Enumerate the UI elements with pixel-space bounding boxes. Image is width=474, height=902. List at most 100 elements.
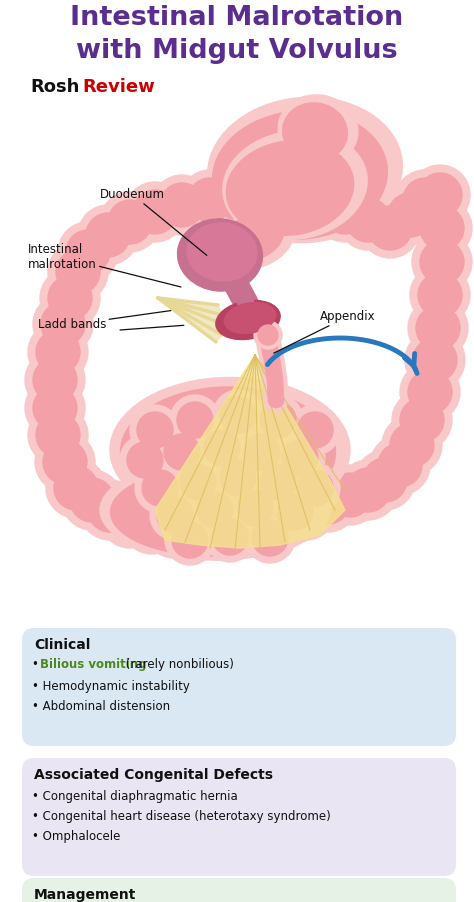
Text: •: • [32, 658, 43, 671]
Circle shape [86, 213, 130, 257]
Circle shape [252, 520, 288, 556]
Circle shape [166, 500, 226, 560]
Circle shape [395, 170, 455, 230]
Ellipse shape [283, 103, 347, 161]
Circle shape [108, 200, 152, 244]
Text: • Abdominal distension: • Abdominal distension [32, 700, 170, 713]
Circle shape [400, 398, 444, 442]
Circle shape [218, 506, 262, 550]
Circle shape [133, 190, 177, 234]
Circle shape [172, 522, 208, 558]
Text: Review: Review [82, 78, 155, 96]
Text: with Midgut Volvulus: with Midgut Volvulus [76, 38, 398, 64]
Circle shape [160, 183, 204, 227]
Circle shape [262, 496, 306, 540]
Circle shape [28, 322, 88, 382]
Circle shape [288, 175, 348, 235]
Circle shape [165, 515, 215, 565]
Circle shape [197, 423, 247, 473]
Circle shape [360, 198, 420, 258]
Circle shape [390, 423, 434, 467]
Ellipse shape [208, 97, 402, 243]
Circle shape [368, 206, 412, 250]
Circle shape [418, 273, 462, 317]
Circle shape [245, 513, 295, 563]
Circle shape [275, 433, 325, 483]
Circle shape [262, 170, 322, 230]
Polygon shape [158, 298, 225, 342]
Circle shape [70, 478, 114, 522]
Circle shape [416, 306, 460, 350]
Circle shape [212, 519, 248, 555]
Ellipse shape [216, 300, 280, 339]
Circle shape [204, 430, 240, 466]
Circle shape [35, 432, 95, 492]
Circle shape [33, 386, 77, 430]
Circle shape [78, 205, 138, 265]
Circle shape [338, 190, 398, 250]
Circle shape [66, 230, 110, 274]
Circle shape [410, 265, 470, 325]
Circle shape [346, 198, 390, 242]
Text: • Congenital heart disease (heterotaxy syndrome): • Congenital heart disease (heterotaxy s… [32, 810, 331, 823]
Circle shape [388, 193, 432, 237]
Circle shape [420, 240, 464, 284]
Circle shape [40, 268, 100, 328]
Text: Associated Congenital Defects: Associated Congenital Defects [34, 768, 273, 782]
Circle shape [277, 494, 313, 530]
Circle shape [254, 488, 314, 548]
Circle shape [230, 483, 280, 533]
Circle shape [258, 325, 278, 345]
Ellipse shape [100, 460, 330, 560]
Ellipse shape [220, 215, 283, 262]
Circle shape [418, 173, 462, 217]
Circle shape [180, 464, 216, 500]
Text: Intestinal Malrotation: Intestinal Malrotation [70, 5, 404, 31]
Circle shape [380, 185, 440, 245]
Circle shape [33, 358, 77, 402]
Circle shape [240, 502, 284, 546]
Circle shape [150, 490, 200, 540]
Circle shape [122, 494, 182, 554]
Circle shape [232, 494, 292, 554]
Circle shape [290, 463, 340, 513]
Circle shape [152, 175, 212, 235]
Circle shape [43, 440, 87, 484]
Circle shape [296, 183, 340, 227]
Ellipse shape [213, 111, 387, 239]
Circle shape [237, 427, 287, 477]
Circle shape [244, 434, 280, 470]
Circle shape [152, 506, 196, 550]
Ellipse shape [178, 219, 263, 291]
Circle shape [378, 443, 422, 487]
Circle shape [220, 460, 256, 496]
Circle shape [125, 182, 185, 242]
Circle shape [142, 470, 178, 506]
Circle shape [137, 412, 173, 448]
Circle shape [177, 402, 213, 438]
Ellipse shape [110, 378, 350, 522]
Circle shape [220, 397, 256, 433]
Circle shape [412, 232, 472, 292]
Circle shape [320, 465, 380, 525]
Circle shape [282, 440, 318, 476]
FancyBboxPatch shape [22, 628, 456, 746]
Circle shape [243, 176, 287, 220]
Circle shape [173, 457, 223, 507]
Circle shape [100, 192, 160, 252]
Circle shape [213, 453, 263, 503]
Circle shape [205, 512, 255, 562]
Circle shape [298, 472, 358, 532]
Circle shape [315, 182, 375, 242]
Circle shape [164, 434, 200, 470]
Circle shape [25, 378, 85, 438]
Circle shape [297, 412, 333, 448]
Circle shape [382, 415, 442, 475]
Circle shape [237, 490, 273, 526]
Text: Management: Management [34, 888, 137, 902]
Circle shape [108, 496, 152, 540]
Circle shape [276, 480, 336, 540]
Circle shape [323, 190, 367, 234]
Circle shape [408, 298, 468, 358]
Text: Duodenum: Duodenum [100, 188, 207, 255]
